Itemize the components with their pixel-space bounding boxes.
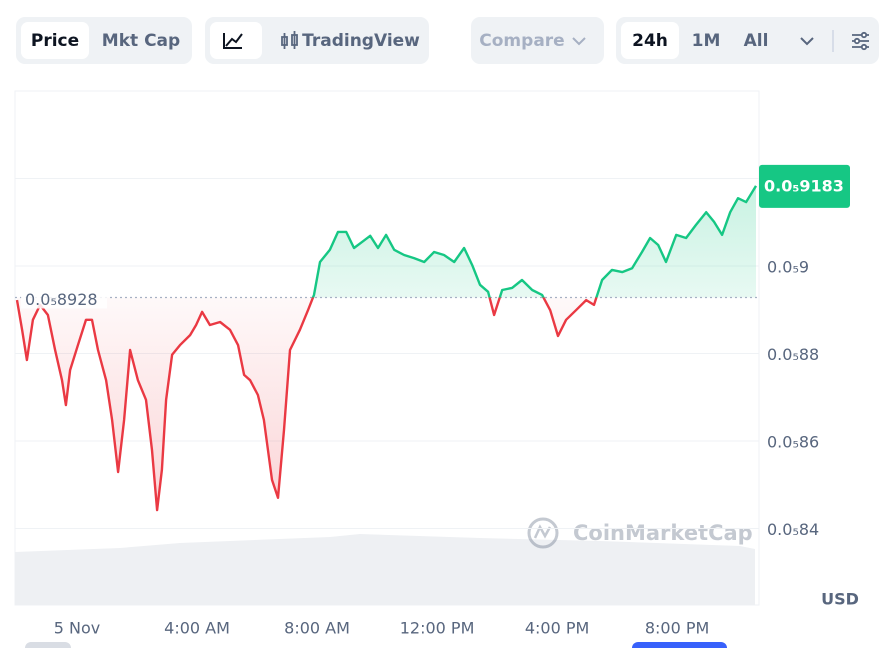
x-tick-label: 4:00 AM bbox=[164, 619, 230, 638]
range-selected[interactable] bbox=[621, 22, 679, 59]
baseline-label-bg bbox=[21, 286, 107, 309]
y-tick-label: 0.0₅9 bbox=[767, 257, 809, 276]
price-tag-label: 0.0₅9183 bbox=[764, 176, 844, 195]
compare-dropdown[interactable] bbox=[471, 17, 604, 64]
range-1m[interactable]: 1M bbox=[692, 31, 721, 51]
currency-label: USD bbox=[821, 590, 859, 609]
range-all[interactable]: All bbox=[744, 31, 769, 51]
chevron bbox=[572, 37, 586, 46]
x-tick-label: 12:00 PM bbox=[400, 619, 475, 638]
x-tick-label: 4:00 PM bbox=[525, 619, 589, 638]
watermark: CoinMarketCap bbox=[527, 517, 753, 549]
tradingview-button[interactable]: TradingView bbox=[302, 31, 420, 51]
tab-selected[interactable] bbox=[21, 22, 89, 59]
scroll-handle[interactable] bbox=[25, 642, 71, 648]
x-tick-label: 5 Nov bbox=[54, 619, 101, 638]
y-tick-label: 0.0₅84 bbox=[767, 520, 819, 539]
candle-icon bbox=[281, 31, 298, 49]
volume-area bbox=[15, 534, 755, 605]
settings-icon[interactable] bbox=[852, 31, 869, 51]
chevron[interactable] bbox=[800, 37, 814, 46]
x-tick-label: 8:00 AM bbox=[284, 619, 350, 638]
compare-label: Compare bbox=[479, 31, 564, 51]
tab-mkt-cap[interactable]: Mkt Cap bbox=[102, 31, 180, 51]
baseline-label: 0.0₅8928 bbox=[25, 290, 98, 309]
scroll-handle[interactable] bbox=[632, 642, 727, 648]
price-line bbox=[15, 185, 758, 512]
y-tick-label: 0.0₅88 bbox=[767, 345, 819, 364]
toolbar: Price Mkt Cap TradingView Compare 24h 1M… bbox=[16, 17, 879, 64]
y-tick-label: 0.0₅86 bbox=[767, 432, 819, 451]
range-group bbox=[616, 17, 879, 64]
price-tag bbox=[759, 164, 850, 208]
x-tick-label: 8:00 PM bbox=[645, 619, 709, 638]
line-icon bbox=[223, 33, 243, 49]
price-area bbox=[17, 185, 756, 511]
range-24h[interactable]: 24h bbox=[632, 31, 668, 51]
watermark-text: CoinMarketCap bbox=[573, 521, 753, 545]
tab-price[interactable]: Price bbox=[31, 31, 79, 51]
